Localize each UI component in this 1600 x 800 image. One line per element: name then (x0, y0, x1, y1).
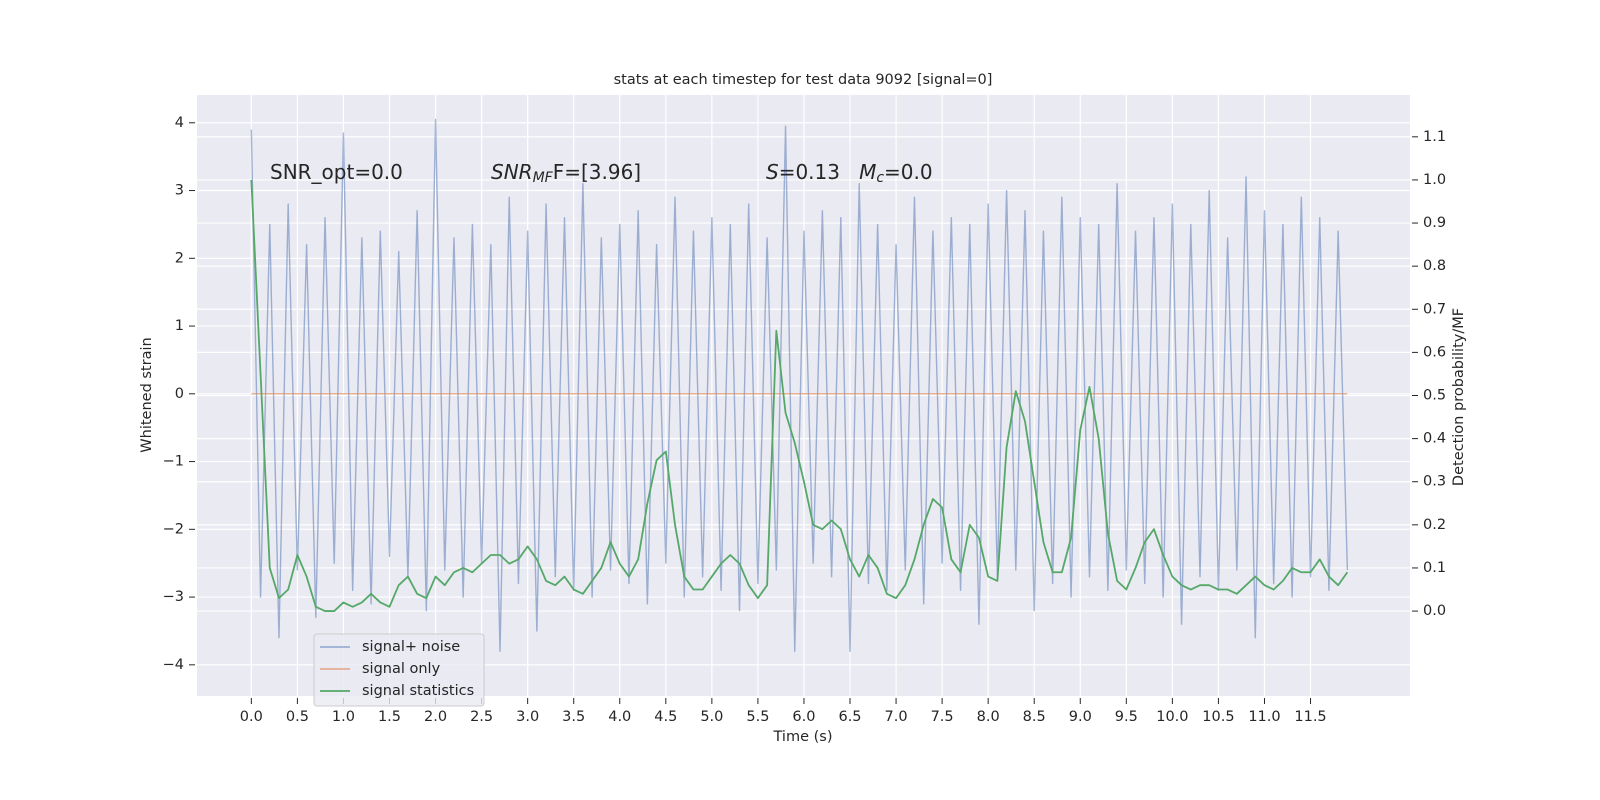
y-tick-label: 3 (175, 183, 184, 199)
x-tick-label: 5.0 (700, 709, 723, 725)
y2-tick-label: 0.0 (1423, 603, 1446, 619)
x-tick-label: 3.0 (516, 709, 539, 725)
x-axis-label: Time (s) (773, 729, 833, 745)
x-tick-label: 10.5 (1202, 709, 1234, 725)
annotation-part: M (859, 160, 876, 184)
x-tick-label: 6.5 (838, 709, 861, 725)
x-tick-label: 9.5 (1115, 709, 1138, 725)
x-tick-label: 4.0 (608, 709, 631, 725)
y-tick-label: 0 (175, 386, 184, 402)
y-tick-label: 2 (175, 250, 184, 266)
y-tick-label: 4 (175, 115, 184, 131)
x-tick-label: 1.0 (332, 709, 355, 725)
x-tick-label: 10.0 (1156, 709, 1188, 725)
x-tick-label: 0.0 (240, 709, 263, 725)
y2-tick-label: 0.7 (1423, 301, 1446, 317)
annotation: SNRMFF=[3.96] (491, 160, 641, 187)
y2-tick-label: 0.8 (1423, 258, 1446, 274)
y-tick-label: −1 (163, 454, 184, 470)
legend-label: signal only (362, 661, 441, 677)
y2-tick-label: 0.6 (1423, 344, 1446, 360)
annotation-part: F=[3.96] (553, 160, 641, 184)
x-tick-label: 11.5 (1294, 709, 1326, 725)
x-tick-label: 11.0 (1248, 709, 1280, 725)
y-tick-label: −2 (163, 521, 184, 537)
x-tick-label: 7.0 (885, 709, 908, 725)
x-tick-label: 7.5 (931, 709, 954, 725)
chart-title: stats at each timestep for test data 909… (614, 72, 993, 88)
y2-tick-label: 0.2 (1423, 517, 1446, 533)
x-tick-label: 3.5 (562, 709, 585, 725)
legend: signal+ noise signal only signal statistic… (313, 633, 485, 707)
y-axis-label: Whitened strain (139, 337, 155, 452)
series-line (250, 179, 1349, 612)
legend-label: signal statistics (362, 683, 474, 699)
x-tick-label: 8.5 (1023, 709, 1046, 725)
x-tick-label: 0.5 (286, 709, 309, 725)
y2-tick-label: 0.9 (1423, 215, 1446, 231)
annotation-part: MF (533, 170, 554, 186)
x-tick-label: 2.0 (424, 709, 447, 725)
annotation-part: SNR_opt=0.0 (270, 160, 403, 184)
y2-axis-label: Detection probability/MF (1451, 308, 1467, 486)
legend-box (313, 633, 485, 707)
y-tick-label: −3 (163, 589, 184, 605)
annotation-part: c (876, 170, 884, 186)
legend-label: signal+ noise (362, 639, 460, 655)
x-tick-label: 8.0 (977, 709, 1000, 725)
x-tick-label: 1.5 (378, 709, 401, 725)
data (250, 118, 1349, 652)
y2-tick-label: 0.1 (1423, 560, 1446, 576)
annotation-part: =0.13 (779, 160, 859, 184)
y-tick-label: 1 (175, 318, 184, 334)
y2-tick-label: 1.1 (1423, 129, 1446, 145)
y2-tick-label: 0.4 (1423, 431, 1446, 447)
annotation-part: SNR (491, 160, 533, 184)
y-tick-label: −4 (163, 657, 184, 673)
annotation-part: =0.0 (884, 160, 933, 184)
series-line (250, 118, 1349, 652)
y2-tick-label: 0.5 (1423, 388, 1446, 404)
annotation: SNR_opt=0.0 (270, 160, 403, 184)
annotation-part: S (766, 160, 779, 184)
x-tick-label: 9.0 (1069, 709, 1092, 725)
x-tick-label: 2.5 (470, 709, 493, 725)
x-tick-label: 5.5 (746, 709, 769, 725)
annotation: S=0.13 Mc=0.0 (766, 160, 933, 187)
y2-tick-label: 0.3 (1423, 474, 1446, 490)
y2-tick-label: 1.0 (1423, 172, 1446, 188)
x-tick-label: 4.5 (654, 709, 677, 725)
x-tick-label: 6.0 (792, 709, 815, 725)
